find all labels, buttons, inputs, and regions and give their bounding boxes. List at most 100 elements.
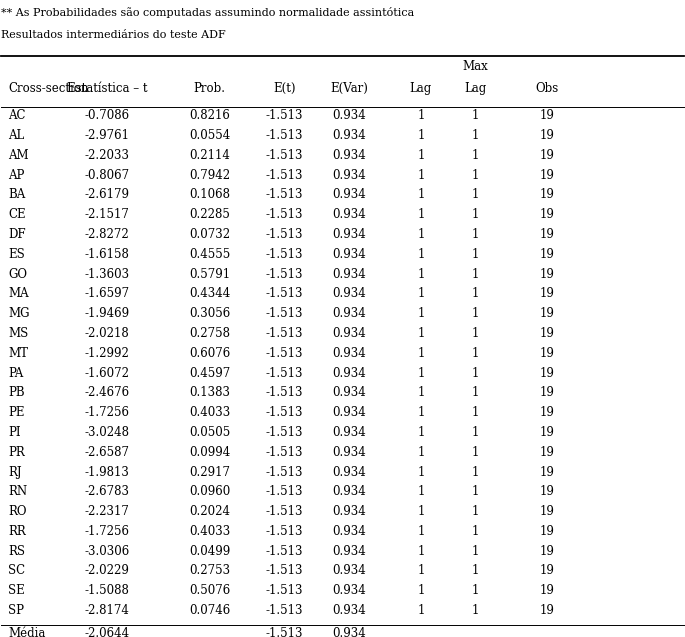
Text: 19: 19: [540, 366, 555, 380]
Text: Cross-section: Cross-section: [8, 82, 88, 96]
Text: 0.0505: 0.0505: [189, 426, 230, 439]
Text: 0.934: 0.934: [332, 584, 366, 598]
Text: 0.934: 0.934: [332, 564, 366, 578]
Text: 1: 1: [472, 327, 480, 340]
Text: 0.0499: 0.0499: [189, 545, 230, 557]
Text: -1.513: -1.513: [266, 485, 303, 498]
Text: 1: 1: [417, 228, 425, 241]
Text: -1.513: -1.513: [266, 189, 303, 201]
Text: Estatística – t: Estatística – t: [67, 82, 147, 96]
Text: -1.513: -1.513: [266, 627, 303, 637]
Text: 0.0994: 0.0994: [189, 446, 230, 459]
Text: 1: 1: [417, 426, 425, 439]
Text: SE: SE: [8, 584, 25, 598]
Text: -1.513: -1.513: [266, 149, 303, 162]
Text: AP: AP: [8, 169, 25, 182]
Text: 0.934: 0.934: [332, 545, 366, 557]
Text: -1.6158: -1.6158: [85, 248, 129, 261]
Text: 0.934: 0.934: [332, 208, 366, 221]
Text: 1: 1: [417, 268, 425, 281]
Text: 0.0960: 0.0960: [189, 485, 230, 498]
Text: 0.934: 0.934: [332, 248, 366, 261]
Text: 0.934: 0.934: [332, 366, 366, 380]
Text: 1: 1: [417, 466, 425, 478]
Text: 1: 1: [472, 366, 480, 380]
Text: ES: ES: [8, 248, 25, 261]
Text: 1: 1: [472, 387, 480, 399]
Text: 1: 1: [417, 387, 425, 399]
Text: 19: 19: [540, 189, 555, 201]
Text: -2.4676: -2.4676: [84, 387, 129, 399]
Text: -1.513: -1.513: [266, 327, 303, 340]
Text: -1.513: -1.513: [266, 604, 303, 617]
Text: 1: 1: [417, 525, 425, 538]
Text: 19: 19: [540, 426, 555, 439]
Text: -0.7086: -0.7086: [84, 110, 129, 122]
Text: 0.934: 0.934: [332, 149, 366, 162]
Text: -2.8272: -2.8272: [85, 228, 129, 241]
Text: 0.2024: 0.2024: [189, 505, 230, 518]
Text: 1: 1: [417, 406, 425, 419]
Text: 0.934: 0.934: [332, 169, 366, 182]
Text: 0.934: 0.934: [332, 268, 366, 281]
Text: 19: 19: [540, 248, 555, 261]
Text: 0.2753: 0.2753: [189, 564, 230, 578]
Text: 19: 19: [540, 169, 555, 182]
Text: 0.934: 0.934: [332, 426, 366, 439]
Text: 0.934: 0.934: [332, 110, 366, 122]
Text: -1.513: -1.513: [266, 584, 303, 598]
Text: 0.4555: 0.4555: [189, 248, 230, 261]
Text: 0.934: 0.934: [332, 466, 366, 478]
Text: SC: SC: [8, 564, 25, 578]
Text: 1: 1: [417, 248, 425, 261]
Text: -1.2992: -1.2992: [85, 347, 129, 360]
Text: -2.8174: -2.8174: [85, 604, 129, 617]
Text: AM: AM: [8, 149, 29, 162]
Text: -1.3603: -1.3603: [84, 268, 129, 281]
Text: 1: 1: [472, 426, 480, 439]
Text: -1.513: -1.513: [266, 347, 303, 360]
Text: -1.513: -1.513: [266, 426, 303, 439]
Text: 0.2285: 0.2285: [189, 208, 230, 221]
Text: SP: SP: [8, 604, 24, 617]
Text: 1: 1: [472, 446, 480, 459]
Text: 1: 1: [472, 287, 480, 301]
Text: -1.513: -1.513: [266, 446, 303, 459]
Text: -2.0229: -2.0229: [85, 564, 129, 578]
Text: 0.1068: 0.1068: [189, 189, 230, 201]
Text: 1: 1: [417, 485, 425, 498]
Text: -3.0306: -3.0306: [84, 545, 129, 557]
Text: 19: 19: [540, 110, 555, 122]
Text: 0.2114: 0.2114: [189, 149, 230, 162]
Text: 0.4033: 0.4033: [189, 525, 230, 538]
Text: Prob.: Prob.: [193, 82, 225, 96]
Text: 1: 1: [417, 505, 425, 518]
Text: MA: MA: [8, 287, 29, 301]
Text: MT: MT: [8, 347, 28, 360]
Text: RS: RS: [8, 545, 25, 557]
Text: 1: 1: [417, 366, 425, 380]
Text: 19: 19: [540, 446, 555, 459]
Text: -1.9813: -1.9813: [85, 466, 129, 478]
Text: 0.934: 0.934: [332, 189, 366, 201]
Text: RJ: RJ: [8, 466, 22, 478]
Text: 19: 19: [540, 525, 555, 538]
Text: 0.934: 0.934: [332, 627, 366, 637]
Text: 1: 1: [417, 110, 425, 122]
Text: E(t): E(t): [273, 82, 296, 96]
Text: 1: 1: [417, 446, 425, 459]
Text: 0.6076: 0.6076: [189, 347, 230, 360]
Text: ** As Probabilidades são computadas assumindo normalidade assintótica: ** As Probabilidades são computadas assu…: [1, 8, 414, 18]
Text: 19: 19: [540, 347, 555, 360]
Text: -2.9761: -2.9761: [85, 129, 129, 142]
Text: DF: DF: [8, 228, 26, 241]
Text: -0.8067: -0.8067: [84, 169, 129, 182]
Text: -1.513: -1.513: [266, 564, 303, 578]
Text: RR: RR: [8, 525, 26, 538]
Text: AC: AC: [8, 110, 26, 122]
Text: 0.934: 0.934: [332, 485, 366, 498]
Text: CE: CE: [8, 208, 26, 221]
Text: 0.934: 0.934: [332, 505, 366, 518]
Text: PB: PB: [8, 387, 25, 399]
Text: 1: 1: [472, 485, 480, 498]
